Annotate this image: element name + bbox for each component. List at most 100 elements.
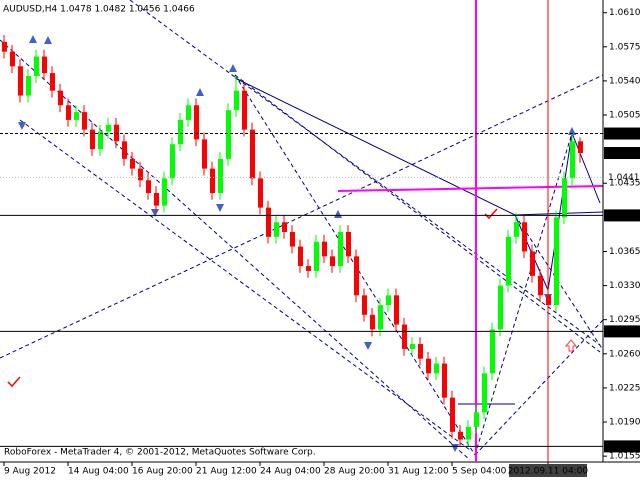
footer: RoboForex - MetaTrader 4, © 2001-2012, M… <box>4 448 316 458</box>
candle-body <box>466 426 471 440</box>
candle-body <box>402 324 407 349</box>
x-tick-label: 16 Aug 20:00 <box>132 467 193 477</box>
candle-body <box>354 256 359 296</box>
candle-body <box>74 112 79 120</box>
candle-body <box>218 158 223 193</box>
candle-body <box>394 295 399 325</box>
up-arrow <box>564 339 578 352</box>
candle-body <box>242 90 247 130</box>
candle-body <box>578 141 583 154</box>
x-tick-label: 21 Aug 12:00 <box>196 467 257 477</box>
candle-body <box>66 105 71 120</box>
candle-body <box>434 363 439 374</box>
y-tick-label: 1.0505 <box>609 111 640 121</box>
fractal-arrow <box>216 204 224 212</box>
candle-body <box>210 168 215 193</box>
candle-body <box>282 222 287 232</box>
x-label-box <box>509 464 587 477</box>
candle-body <box>266 207 271 237</box>
y-tick-label: 1.0260 <box>609 349 640 359</box>
y-tick-label: 1.0435 <box>609 179 640 189</box>
candle-body <box>82 112 87 130</box>
x-tick-label: 5 Sep 04:00 <box>452 467 507 477</box>
candle-body <box>514 222 519 237</box>
fractal-arrow <box>29 35 37 43</box>
level-label-box <box>604 325 640 338</box>
y-tick-label: 1.0575 <box>609 42 640 52</box>
level-label-box <box>604 209 640 222</box>
candle-body <box>506 236 511 286</box>
candle-body <box>10 51 15 67</box>
fractal-arrow <box>364 342 372 350</box>
candle-body <box>474 412 479 427</box>
candle-body <box>554 217 559 306</box>
candle-body <box>274 222 279 237</box>
candle-body <box>338 231 343 267</box>
candle-body <box>98 131 103 150</box>
candle-body <box>154 192 159 206</box>
candle-body <box>26 76 31 96</box>
candle-body <box>138 168 143 181</box>
candle-body <box>442 363 447 398</box>
candle-body <box>90 129 95 150</box>
candle-body <box>18 66 23 96</box>
candle-body <box>490 329 495 374</box>
trend-line <box>571 132 601 204</box>
fan-line <box>474 319 604 456</box>
candle-body <box>234 90 239 111</box>
y-tick-label: 1.0330 <box>609 281 640 291</box>
candle-body <box>34 56 39 77</box>
x-tick-label: 2012.09.11 04:00 <box>508 467 589 477</box>
trend-line <box>547 132 573 291</box>
fan-line <box>0 74 604 359</box>
candle-body <box>194 105 199 140</box>
candle-body <box>562 178 567 218</box>
candle-body <box>458 431 463 440</box>
fractal-arrow <box>568 127 576 135</box>
candle-body <box>546 295 551 306</box>
magenta-level <box>337 185 604 192</box>
candle-body <box>322 241 327 257</box>
channel-line <box>0 39 471 461</box>
level-label: 1.0486 <box>608 129 640 139</box>
level-label-box <box>604 127 640 140</box>
candle-body <box>530 251 535 276</box>
fractal-arrow <box>151 209 159 217</box>
candle-body <box>410 344 415 349</box>
candle-body <box>418 344 423 359</box>
candle-body <box>250 129 255 179</box>
candle-body <box>570 141 575 179</box>
fractal-arrow <box>334 210 342 218</box>
y-tick-label: 1.0295 <box>609 315 640 325</box>
candle-body <box>370 314 375 330</box>
channel-line <box>234 74 601 353</box>
candle-body <box>122 141 127 159</box>
y-tick-label: 1.0610 <box>609 8 640 18</box>
check-mark <box>7 376 21 388</box>
level-label-box <box>604 440 640 453</box>
trend-line <box>234 77 516 216</box>
candle-body <box>226 110 231 159</box>
candle-body <box>378 305 383 330</box>
channel-line <box>129 0 601 346</box>
y-tick-label: 1.0225 <box>609 383 640 393</box>
candle-body <box>58 90 63 106</box>
candle-body <box>162 178 167 206</box>
candle-body <box>202 139 207 169</box>
fractal-arrow <box>44 36 52 44</box>
candle-body <box>426 358 431 374</box>
candle-body <box>498 285 503 330</box>
level-label: 1.0466 <box>608 149 640 159</box>
candle-body <box>130 158 135 169</box>
candle-body <box>2 41 7 52</box>
level-label: 1.0441 <box>608 173 640 183</box>
candle-body <box>42 56 47 74</box>
chart-title: AUDUSD,H4 1.0478 1.0482 1.0456 1.0466 <box>3 5 195 15</box>
channel-line <box>19 119 471 451</box>
candle-body <box>386 295 391 306</box>
candle-body <box>186 105 191 120</box>
trend-line <box>514 211 604 216</box>
